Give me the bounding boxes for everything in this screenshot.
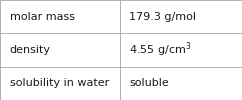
Text: solubility in water: solubility in water (10, 78, 109, 88)
Text: 179.3 g/mol: 179.3 g/mol (129, 12, 197, 22)
Text: molar mass: molar mass (10, 12, 75, 22)
Text: 4.55 g/cm$^3$: 4.55 g/cm$^3$ (129, 41, 192, 59)
Text: soluble: soluble (129, 78, 169, 88)
Text: density: density (10, 45, 51, 55)
